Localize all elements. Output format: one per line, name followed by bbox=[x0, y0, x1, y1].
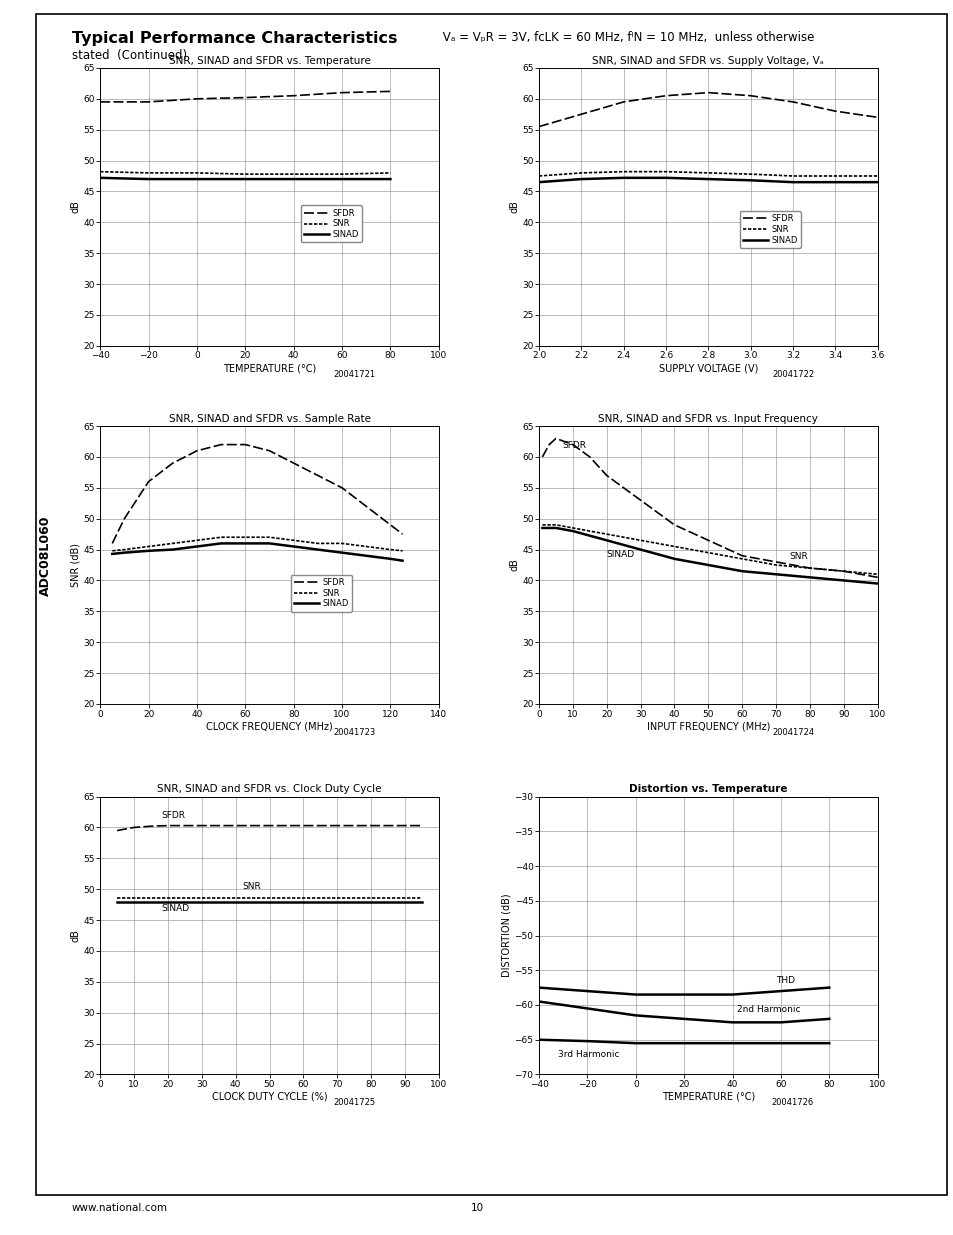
Y-axis label: dB: dB bbox=[71, 929, 80, 942]
Text: 20041723: 20041723 bbox=[333, 727, 375, 737]
Y-axis label: DISTORTION (dB): DISTORTION (dB) bbox=[501, 894, 511, 977]
X-axis label: TEMPERATURE (°C): TEMPERATURE (°C) bbox=[223, 363, 315, 373]
Text: Typical Performance Characteristics: Typical Performance Characteristics bbox=[71, 31, 396, 46]
Legend: SFDR, SNR, SINAD: SFDR, SNR, SINAD bbox=[300, 205, 362, 242]
Legend: SFDR, SNR, SINAD: SFDR, SNR, SINAD bbox=[739, 211, 801, 248]
Y-axis label: dB: dB bbox=[509, 558, 518, 572]
Title: SNR, SINAD and SFDR vs. Supply Voltage, Vₐ: SNR, SINAD and SFDR vs. Supply Voltage, … bbox=[592, 56, 823, 65]
Text: SFDR: SFDR bbox=[562, 441, 586, 450]
Y-axis label: dB: dB bbox=[71, 200, 80, 214]
Title: SNR, SINAD and SFDR vs. Temperature: SNR, SINAD and SFDR vs. Temperature bbox=[169, 56, 370, 65]
Title: Distortion vs. Temperature: Distortion vs. Temperature bbox=[628, 784, 787, 794]
X-axis label: CLOCK DUTY CYCLE (%): CLOCK DUTY CYCLE (%) bbox=[212, 1092, 327, 1102]
Text: SINAD: SINAD bbox=[606, 550, 634, 559]
Title: SNR, SINAD and SFDR vs. Input Frequency: SNR, SINAD and SFDR vs. Input Frequency bbox=[598, 414, 818, 424]
Text: THD: THD bbox=[775, 976, 794, 984]
Text: www.national.com: www.national.com bbox=[71, 1203, 168, 1213]
Text: 20041721: 20041721 bbox=[333, 369, 375, 379]
X-axis label: SUPPLY VOLTAGE (V): SUPPLY VOLTAGE (V) bbox=[658, 363, 758, 373]
Text: ADC08L060: ADC08L060 bbox=[39, 515, 52, 597]
X-axis label: CLOCK FREQUENCY (MHz): CLOCK FREQUENCY (MHz) bbox=[206, 721, 333, 731]
Text: 2nd Harmonic: 2nd Harmonic bbox=[737, 1005, 800, 1014]
X-axis label: INPUT FREQUENCY (MHz): INPUT FREQUENCY (MHz) bbox=[646, 721, 769, 731]
Text: Vₐ = VₚR = 3V, fᴄLK = 60 MHz, fᴵN = 10 MHz,  unless otherwise: Vₐ = VₚR = 3V, fᴄLK = 60 MHz, fᴵN = 10 M… bbox=[438, 31, 813, 44]
Text: 10: 10 bbox=[470, 1203, 483, 1213]
Text: SNR: SNR bbox=[789, 552, 807, 561]
Y-axis label: dB: dB bbox=[509, 200, 518, 214]
Text: 20041722: 20041722 bbox=[771, 369, 813, 379]
Legend: SFDR, SNR, SINAD: SFDR, SNR, SINAD bbox=[291, 574, 352, 611]
Text: 20041724: 20041724 bbox=[771, 727, 813, 737]
Title: SNR, SINAD and SFDR vs. Clock Duty Cycle: SNR, SINAD and SFDR vs. Clock Duty Cycle bbox=[157, 784, 381, 794]
Title: SNR, SINAD and SFDR vs. Sample Rate: SNR, SINAD and SFDR vs. Sample Rate bbox=[169, 414, 370, 424]
Text: SNR: SNR bbox=[242, 882, 261, 892]
Text: SFDR: SFDR bbox=[161, 811, 185, 820]
Text: SINAD: SINAD bbox=[161, 904, 189, 913]
Text: 20041726: 20041726 bbox=[771, 1098, 813, 1108]
Text: 20041725: 20041725 bbox=[333, 1098, 375, 1108]
Y-axis label: SNR (dB): SNR (dB) bbox=[71, 543, 80, 587]
Text: 3rd Harmonic: 3rd Harmonic bbox=[558, 1050, 619, 1060]
X-axis label: TEMPERATURE (°C): TEMPERATURE (°C) bbox=[661, 1092, 754, 1102]
Text: stated  (Continued): stated (Continued) bbox=[71, 49, 187, 63]
